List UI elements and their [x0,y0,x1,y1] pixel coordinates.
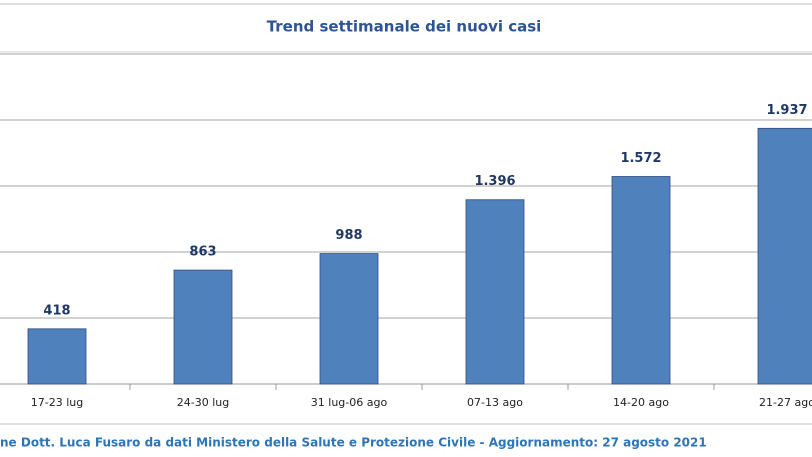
chart-title: Trend settimanale dei nuovi casi [267,18,542,36]
bar [319,253,379,385]
value-label: 863 [189,245,216,260]
chart-frame [0,3,812,425]
bar [173,269,233,385]
value-label: 988 [335,228,362,243]
value-label: 1.572 [620,151,661,166]
value-label: 418 [43,303,70,318]
bar [757,127,812,385]
x-tick-label: 21-27 ago [759,396,812,409]
x-tick-label: 17-23 lug [31,396,83,409]
bar [611,176,671,385]
x-tick-label: 14-20 ago [613,396,669,409]
value-label: 1.937 [766,103,807,118]
bar [27,328,87,385]
bar [465,199,525,385]
value-label: 1.396 [474,174,515,189]
x-tick-label: 31 lug-06 ago [311,396,388,409]
source-note: ne Dott. Luca Fusaro da dati Ministero d… [0,436,707,450]
x-tick-label: 24-30 lug [177,396,229,409]
x-tick-label: 07-13 ago [467,396,523,409]
